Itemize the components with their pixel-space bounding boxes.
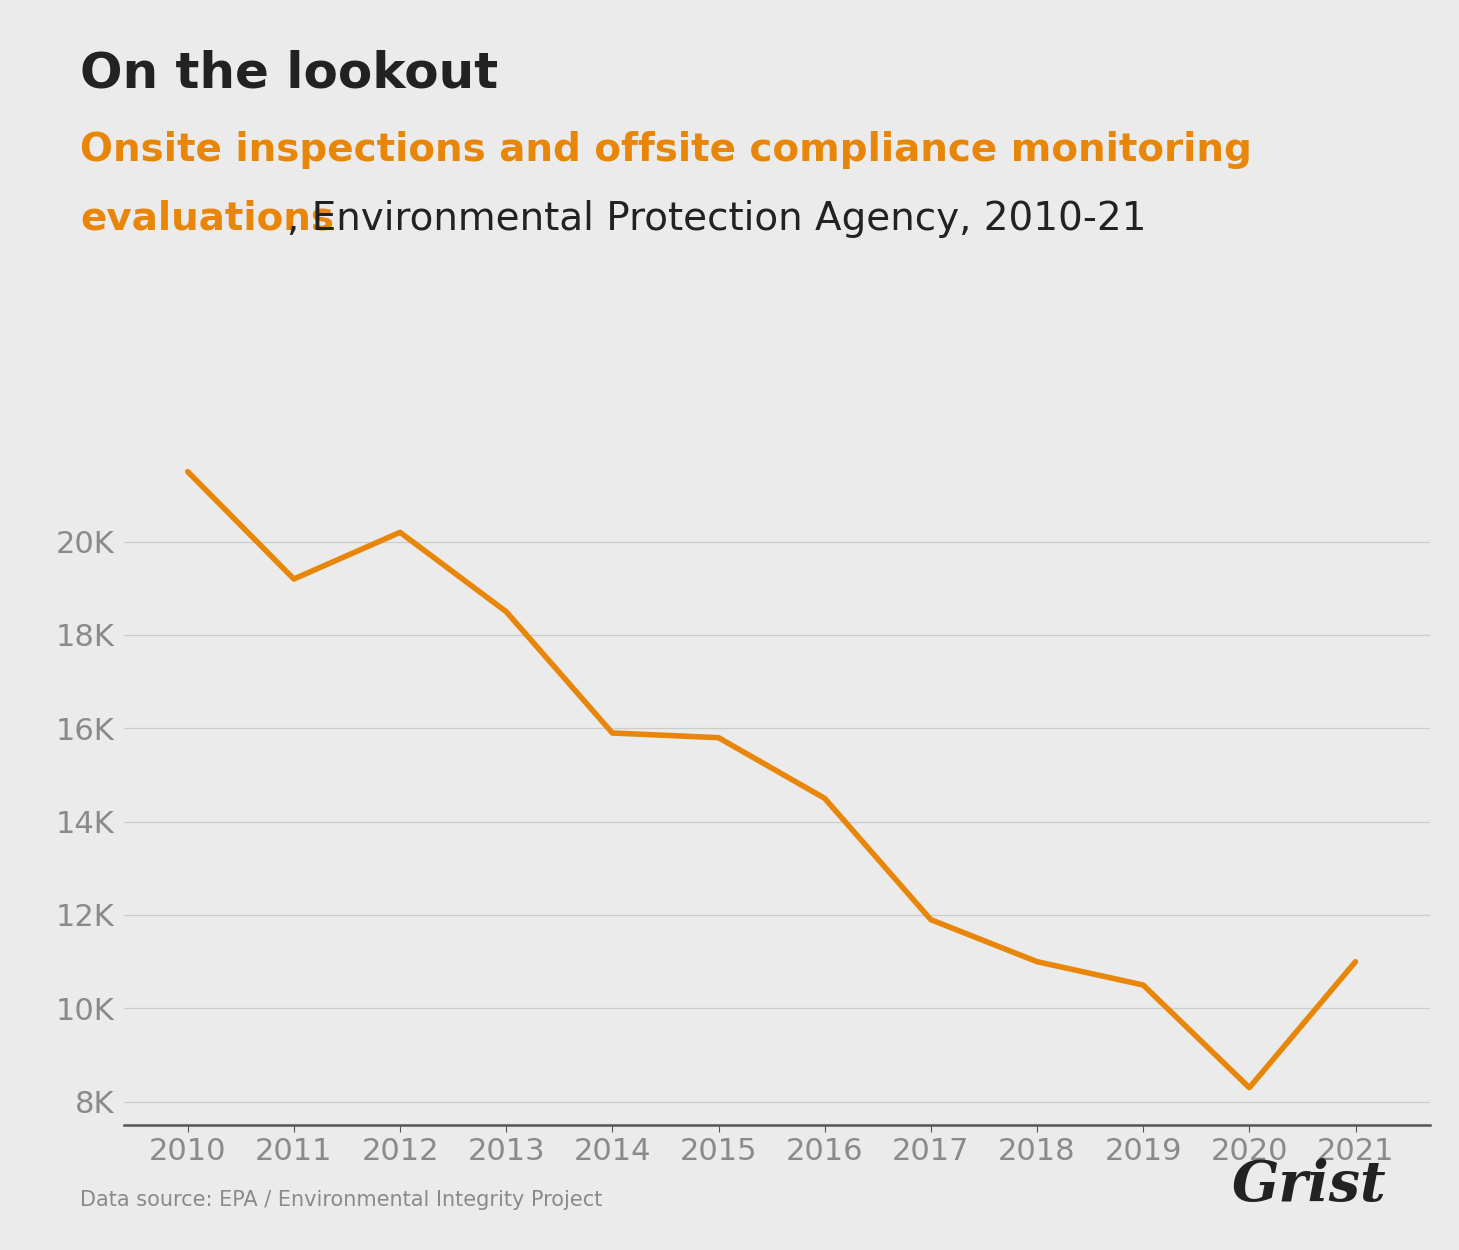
Text: , Environmental Protection Agency, 2010-21: , Environmental Protection Agency, 2010-… [287,200,1147,238]
Text: Onsite inspections and offsite compliance monitoring: Onsite inspections and offsite complianc… [80,131,1252,169]
Text: Grist: Grist [1231,1158,1386,1212]
Text: evaluations: evaluations [80,200,334,238]
Text: Data source: EPA / Environmental Integrity Project: Data source: EPA / Environmental Integri… [80,1190,603,1210]
Text: On the lookout: On the lookout [80,50,499,98]
